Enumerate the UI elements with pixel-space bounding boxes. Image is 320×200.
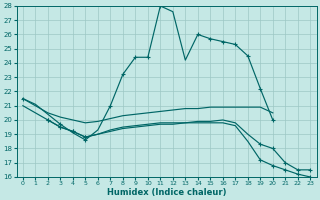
X-axis label: Humidex (Indice chaleur): Humidex (Indice chaleur)	[107, 188, 226, 197]
